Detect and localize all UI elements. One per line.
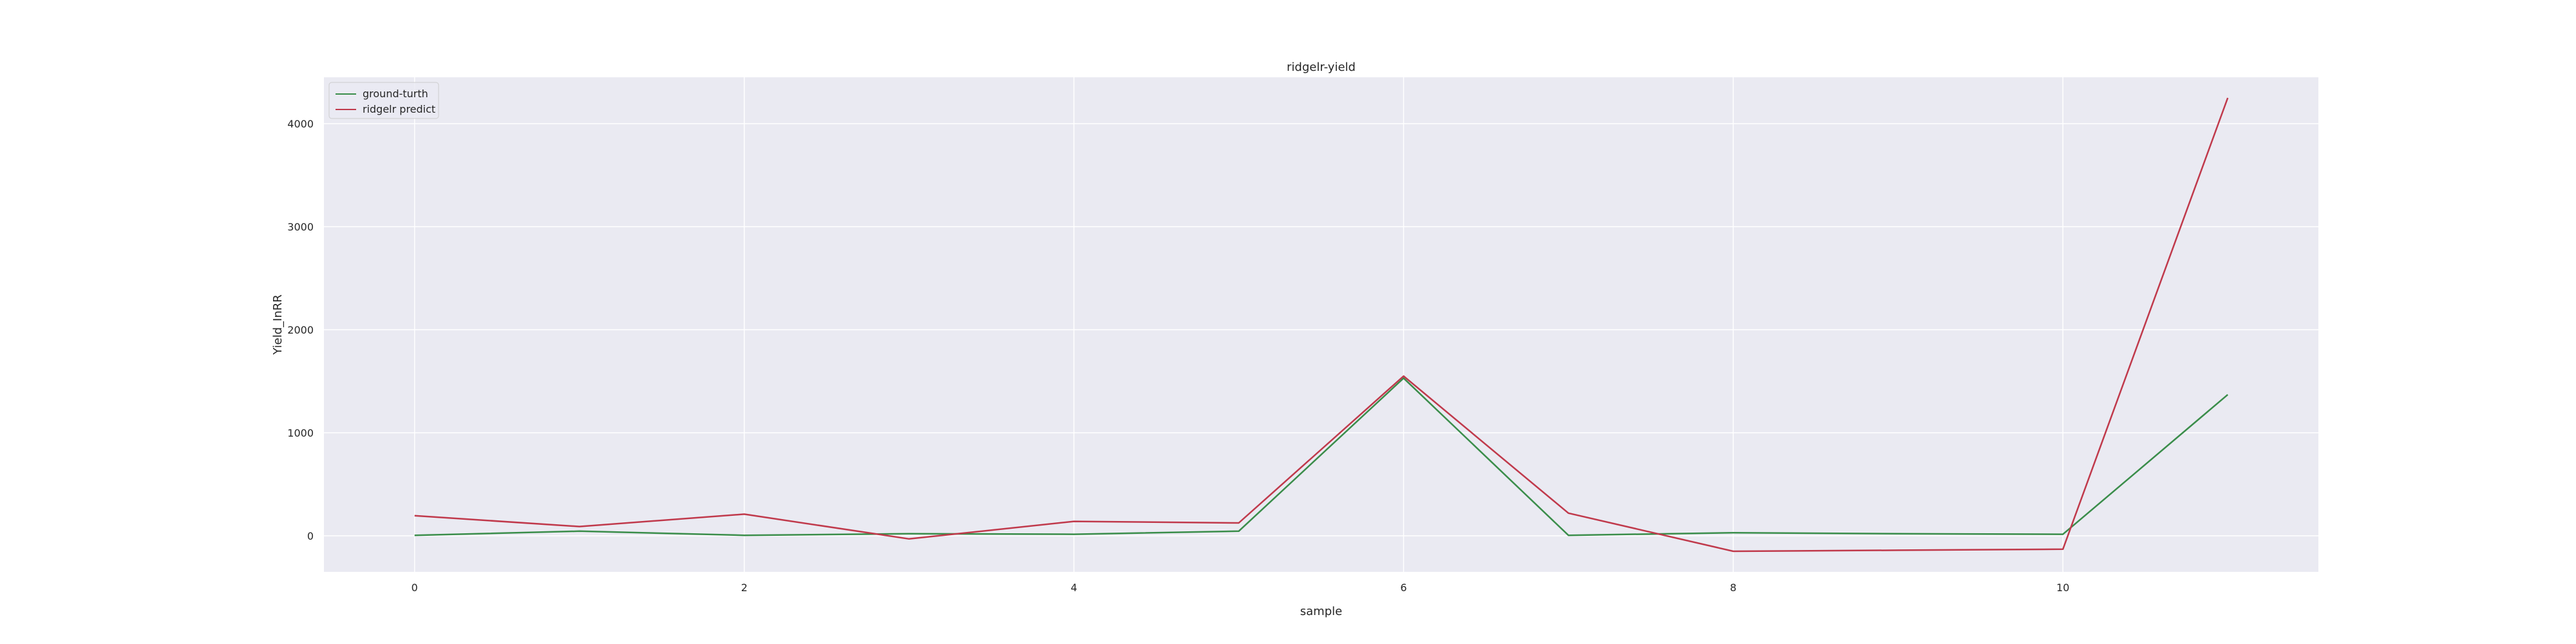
x-tick-label: 6 xyxy=(1400,582,1406,594)
y-tick-label: 0 xyxy=(307,530,314,542)
plot-background xyxy=(324,77,2318,572)
y-tick-label: 1000 xyxy=(287,427,314,439)
y-tick-label: 2000 xyxy=(287,324,314,336)
x-tick-label: 4 xyxy=(1070,582,1077,594)
series-line-ridgelr-predict xyxy=(414,97,2229,553)
legend: ground-turth ridgelr predict xyxy=(328,82,439,119)
tick-labels: 0 2 4 6 8 10 0 1000 2000 3000 4000 xyxy=(287,118,2069,594)
y-tick-label: 4000 xyxy=(287,118,314,130)
x-axis-label: sample xyxy=(1300,605,1342,618)
y-tick-label: 3000 xyxy=(287,221,314,233)
x-tick-label: 10 xyxy=(2056,582,2069,594)
x-tick-label: 2 xyxy=(741,582,748,594)
chart-title: ridgelr-yield xyxy=(1287,61,1356,74)
series-line-ground-turth xyxy=(414,377,2229,536)
gridlines xyxy=(324,77,2318,572)
legend-box xyxy=(328,82,439,119)
legend-label-ground-turth: ground-turth xyxy=(363,88,428,100)
x-tick-label: 0 xyxy=(412,582,418,594)
x-tick-label: 8 xyxy=(1730,582,1736,594)
series-lines xyxy=(414,97,2229,553)
y-axis-label: Yield_InRR xyxy=(271,294,285,355)
legend-label-ridgelr-predict: ridgelr predict xyxy=(363,103,435,115)
